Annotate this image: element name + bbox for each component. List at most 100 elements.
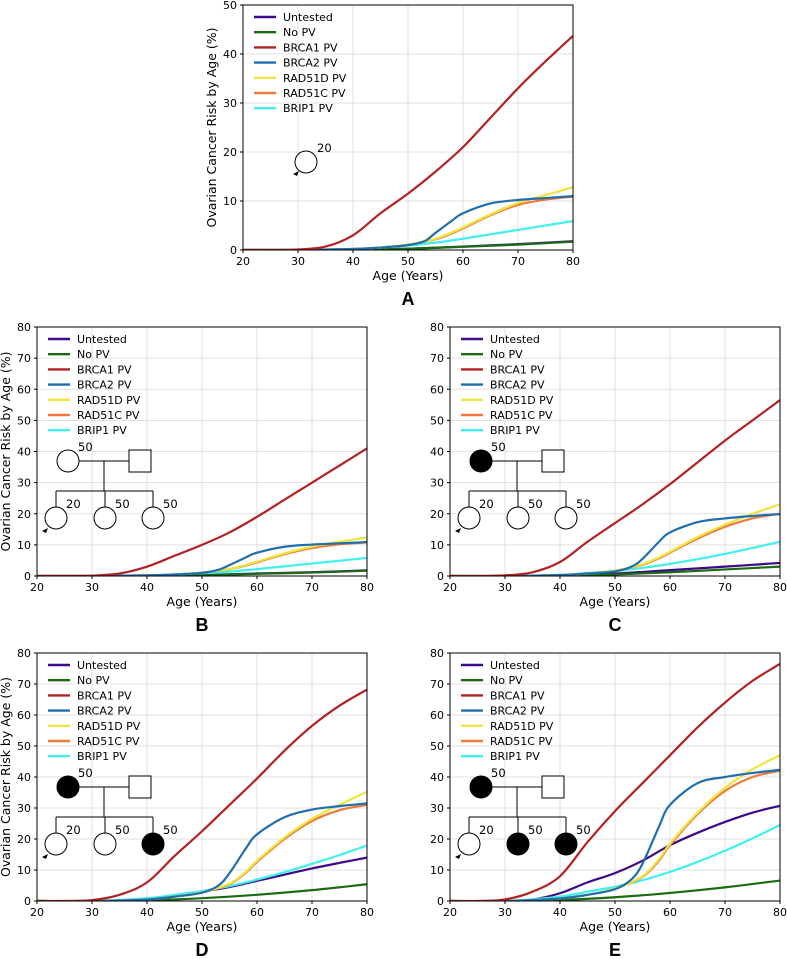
y-axis-label: Ovarian Cancer Risk by Age (%): [0, 677, 13, 877]
legend-label: RAD51D PV: [283, 72, 347, 85]
y-tick-label: 80: [17, 321, 31, 334]
x-axis-label: Age (Years): [580, 594, 651, 609]
proband-arrow-icon: [293, 171, 299, 176]
legend-label: No PV: [490, 348, 523, 361]
y-tick-label: 40: [430, 771, 444, 784]
panel-e: 20 30 40 50 60 70 80 0 10 20 30 40 50 60 70 80 50 20 50 50 U…: [430, 647, 787, 959]
proband-arrow-icon: [42, 854, 48, 859]
y-tick-label: 50: [17, 740, 31, 753]
series-line-brca2-pv: [243, 195, 573, 250]
proband-age-label: 20: [66, 497, 81, 511]
y-tick-label: 20: [430, 508, 444, 521]
y-tick-label: 40: [17, 446, 31, 459]
x-tick-label: 40: [140, 906, 154, 919]
legend-label: Untested: [77, 333, 127, 346]
proband-arrow-icon: [42, 528, 48, 533]
sibling-symbol: [554, 506, 578, 530]
y-axis-label: Ovarian Cancer Risk by Age (%): [204, 27, 219, 227]
x-tick-label: 20: [30, 581, 44, 594]
panel-label: B: [196, 615, 209, 635]
x-tick-label: 20: [236, 255, 250, 268]
x-tick-label: 50: [608, 581, 622, 594]
plot-frame: [449, 326, 781, 577]
sibling-symbol: [141, 506, 165, 530]
legend-label: Untested: [490, 333, 540, 346]
panel-d: 20 30 40 50 60 70 80 0 10 20 30 40 50 60 70 80 50 20 50 50 U…: [0, 647, 374, 959]
x-tick-label: 50: [401, 255, 415, 268]
y-tick-label: 40: [223, 48, 237, 61]
x-tick-label: 80: [360, 906, 374, 919]
y-tick-label: 30: [430, 477, 444, 490]
mother-age-label: 50: [491, 440, 506, 454]
y-tick-label: 50: [430, 414, 444, 427]
y-tick-label: 60: [17, 383, 31, 396]
legend-label: No PV: [77, 674, 110, 687]
legend-label: RAD51D PV: [490, 720, 554, 733]
x-tick-label: 80: [360, 581, 374, 594]
x-tick-label: 70: [718, 906, 732, 919]
proband-age-label: 20: [317, 141, 332, 155]
proband-age-label: 20: [66, 823, 81, 837]
series-line-no-pv: [450, 879, 780, 901]
x-tick-label: 80: [773, 906, 787, 919]
legend-label: BRIP1 PV: [77, 424, 127, 437]
x-tick-label: 30: [85, 581, 99, 594]
sibling-age-label: 50: [163, 823, 178, 837]
mother-age-label: 50: [78, 440, 93, 454]
y-axis-label: Ovarian Cancer Risk by Age (%): [0, 351, 13, 551]
legend-label: RAD51D PV: [490, 394, 554, 407]
panel-label: E: [609, 940, 621, 959]
x-axis-label: Age (Years): [167, 594, 238, 609]
x-tick-label: 40: [553, 906, 567, 919]
x-tick-label: 20: [443, 581, 457, 594]
x-tick-label: 30: [498, 906, 512, 919]
y-tick-label: 30: [430, 802, 444, 815]
x-tick-label: 50: [195, 581, 209, 594]
legend-label: BRCA1 PV: [77, 689, 132, 702]
y-tick-label: 80: [430, 321, 444, 334]
x-tick-label: 60: [663, 906, 677, 919]
plot-frame: [449, 652, 781, 902]
legend-label: BRCA2 PV: [490, 379, 545, 392]
mother-symbol: [56, 775, 80, 799]
series-group: [450, 662, 780, 901]
y-tick-label: 10: [223, 195, 237, 208]
y-tick-label: 20: [17, 508, 31, 521]
panel-label: A: [402, 289, 415, 309]
x-tick-label: 30: [291, 255, 305, 268]
legend-label: BRIP1 PV: [490, 424, 540, 437]
legend-label: BRCA2 PV: [490, 705, 545, 718]
panel-label: C: [609, 615, 622, 635]
y-tick-label: 60: [17, 709, 31, 722]
series-line-no-pv: [243, 240, 573, 250]
father-symbol: [541, 775, 565, 799]
father-symbol: [128, 449, 152, 473]
legend-label: No PV: [283, 26, 316, 39]
plot-frame: [242, 4, 574, 251]
sibling-symbol: [93, 832, 117, 856]
legend-label: BRCA2 PV: [283, 57, 338, 70]
legend-label: RAD51C PV: [490, 735, 553, 748]
legend-label: No PV: [77, 348, 110, 361]
sibling-age-label: 50: [528, 497, 543, 511]
y-tick-label: 0: [24, 570, 31, 583]
x-axis-label: Age (Years): [373, 268, 444, 283]
series-line-brca2-pv: [37, 540, 367, 576]
panel-b: 20 30 40 50 60 70 80 0 10 20 30 40 50 60 70 80 50 20 50 50 U…: [0, 321, 374, 635]
sibling-symbol: [506, 506, 530, 530]
proband-symbol: [457, 832, 481, 856]
x-tick-label: 70: [305, 581, 319, 594]
y-tick-label: 80: [430, 647, 444, 660]
legend-label: Untested: [77, 659, 127, 672]
series-line-brca1-pv: [37, 688, 367, 901]
legend-label: BRCA1 PV: [490, 689, 545, 702]
y-tick-label: 70: [17, 678, 31, 691]
x-tick-label: 80: [773, 581, 787, 594]
legend-label: RAD51C PV: [77, 409, 140, 422]
series-group: [243, 35, 573, 250]
legend-label: RAD51C PV: [283, 87, 346, 100]
x-tick-label: 20: [30, 906, 44, 919]
series-line-brca1-pv: [450, 662, 780, 901]
legend-label: Untested: [283, 11, 333, 24]
y-tick-label: 30: [223, 97, 237, 110]
